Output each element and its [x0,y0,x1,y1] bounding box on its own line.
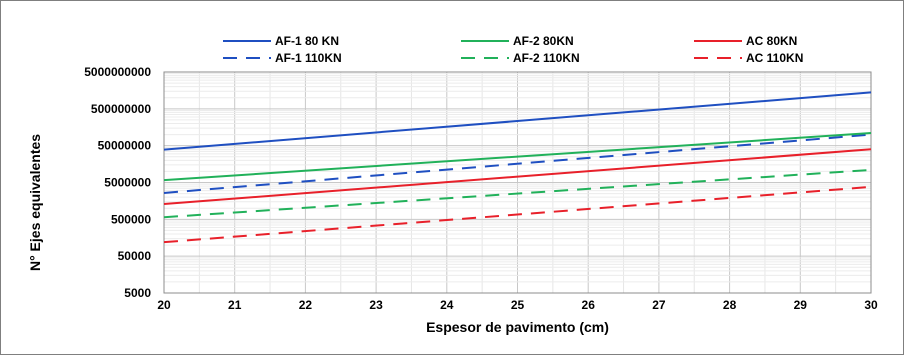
y-tick-label: 500000 [111,212,151,226]
series-line-0 [163,91,872,151]
legend-label-0: AF-1 80 KN [275,34,339,48]
plot-area-border [163,71,872,294]
y-tick-label: 50000 [118,249,152,263]
x-axis-title: Espesor de pavimento (cm) [426,319,609,335]
y-tick-label: 5000 [124,286,151,300]
y-axis-ticks: 5000 50000 500000 5000000 50000000 500000000 5… [84,65,151,300]
series-line-4 [163,148,872,206]
series-line-3 [163,168,872,219]
y-tick-label: 500000000 [91,102,151,116]
y-tick-label: 5000000000 [84,65,151,79]
series-line-1 [163,133,872,194]
y-axis-title: N° Ejes equivalentes [27,134,43,271]
x-tick-label: 22 [299,298,313,312]
legend-label-2: AF-2 80KN [513,34,574,48]
x-tick-label: 24 [440,298,454,312]
x-tick-label: 25 [511,298,525,312]
x-tick-label: 30 [864,298,878,312]
x-tick-label: 28 [723,298,737,312]
legend-label-5: AC 110KN [746,51,803,65]
series-lines [163,91,872,244]
legend-label-3: AF-2 110KN [513,51,580,65]
series-line-2 [163,132,872,182]
x-axis-ticks: 20 21 22 23 24 25 26 27 28 29 30 [157,298,878,312]
y-tick-label: 5000000 [104,176,151,190]
x-tick-label: 26 [582,298,596,312]
legend-label-4: AC 80KN [746,34,797,48]
x-tick-label: 23 [369,298,383,312]
legend: AF-1 80 KN AF-2 80KN AC 80KN AF-1 110KN AF-2… [223,34,803,65]
grid [163,71,872,294]
x-tick-label: 20 [157,298,171,312]
x-tick-label: 29 [794,298,808,312]
x-tick-label: 27 [652,298,666,312]
x-tick-label: 21 [228,298,242,312]
y-tick-label: 50000000 [98,139,152,153]
legend-label-1: AF-1 110KN [275,51,342,65]
series-line-5 [163,185,872,244]
